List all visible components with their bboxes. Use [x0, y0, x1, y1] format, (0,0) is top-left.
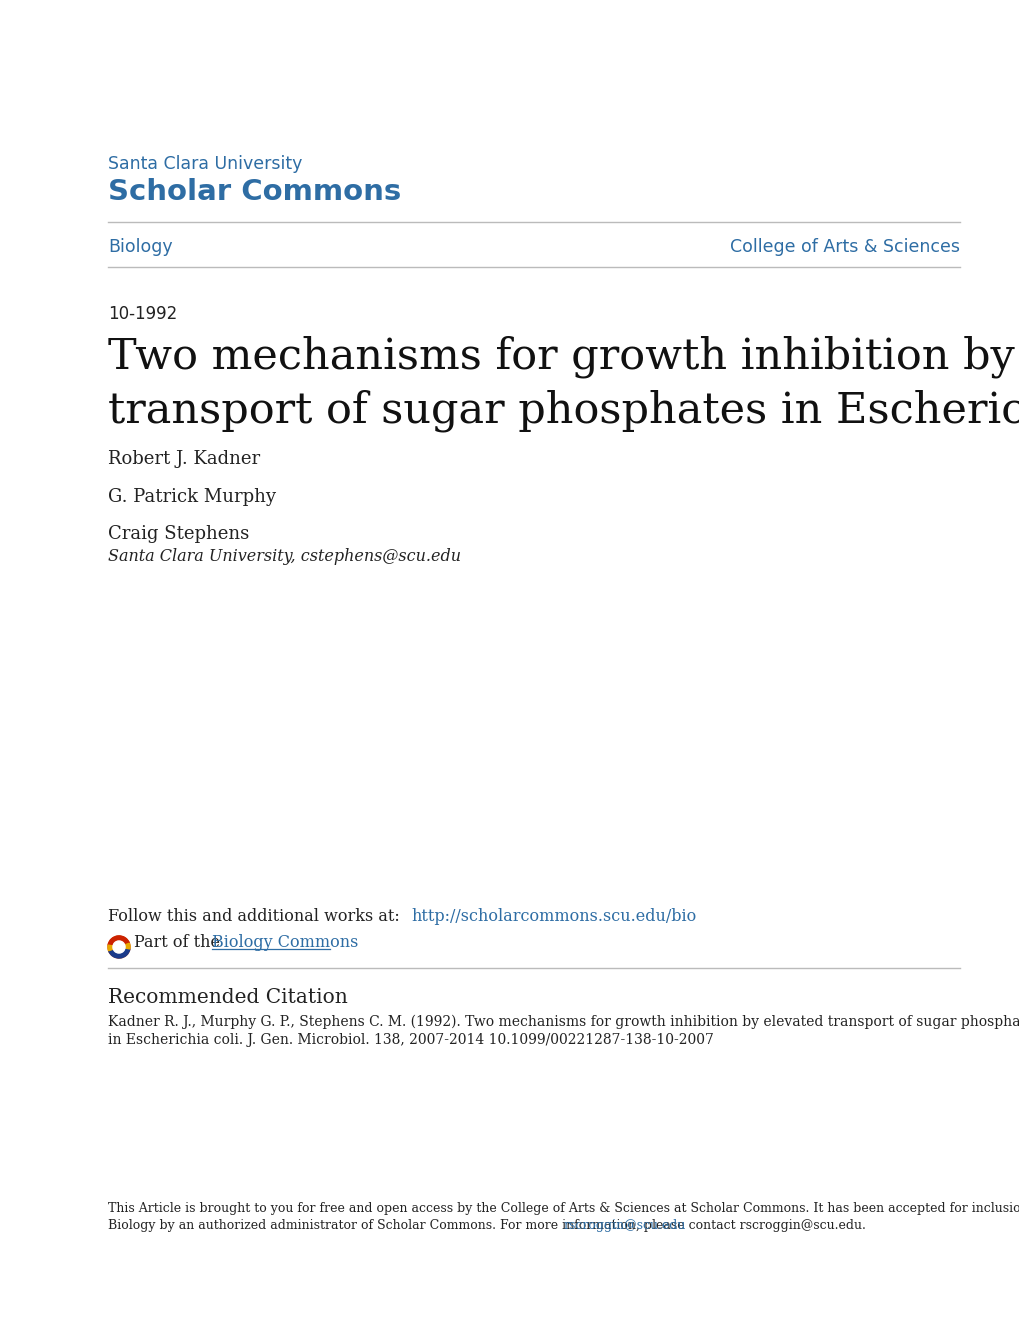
- Text: Follow this and additional works at:: Follow this and additional works at:: [108, 908, 405, 925]
- Text: This Article is brought to you for free and open access by the College of Arts &: This Article is brought to you for free …: [108, 1203, 1019, 1214]
- Wedge shape: [108, 945, 119, 950]
- Text: Robert J. Kadner: Robert J. Kadner: [108, 450, 260, 469]
- Text: Biology: Biology: [108, 238, 172, 256]
- Text: G. Patrick Murphy: G. Patrick Murphy: [108, 488, 276, 506]
- Text: http://scholarcommons.scu.edu/bio: http://scholarcommons.scu.edu/bio: [411, 908, 696, 925]
- Text: Recommended Citation: Recommended Citation: [108, 987, 347, 1007]
- Circle shape: [108, 936, 129, 958]
- Text: Kadner R. J., Murphy G. P., Stephens C. M. (1992). Two mechanisms for growth inh: Kadner R. J., Murphy G. P., Stephens C. …: [108, 1015, 1019, 1030]
- Text: Craig Stephens: Craig Stephens: [108, 525, 249, 543]
- Text: Biology Commons: Biology Commons: [212, 935, 358, 950]
- Circle shape: [113, 941, 125, 953]
- Text: Scholar Commons: Scholar Commons: [108, 178, 400, 206]
- Text: transport of sugar phosphates in Escherichia coli: transport of sugar phosphates in Escheri…: [108, 389, 1019, 433]
- Text: Santa Clara University, cstephens@scu.edu: Santa Clara University, cstephens@scu.ed…: [108, 548, 461, 565]
- Text: Two mechanisms for growth inhibition by elevated: Two mechanisms for growth inhibition by …: [108, 335, 1019, 378]
- Text: Biology by an authorized administrator of Scholar Commons. For more information,: Biology by an authorized administrator o…: [108, 1218, 865, 1232]
- Text: Santa Clara University: Santa Clara University: [108, 154, 302, 173]
- Text: rscroggin@scu.edu: rscroggin@scu.edu: [564, 1218, 686, 1232]
- Wedge shape: [109, 946, 129, 958]
- Wedge shape: [108, 936, 129, 946]
- Wedge shape: [119, 944, 129, 949]
- Text: College of Arts & Sciences: College of Arts & Sciences: [730, 238, 959, 256]
- Text: in Escherichia coli. J. Gen. Microbiol. 138, 2007-2014 10.1099/00221287-138-10-2: in Escherichia coli. J. Gen. Microbiol. …: [108, 1034, 713, 1047]
- Text: Part of the: Part of the: [133, 935, 225, 950]
- Text: 10-1992: 10-1992: [108, 305, 177, 323]
